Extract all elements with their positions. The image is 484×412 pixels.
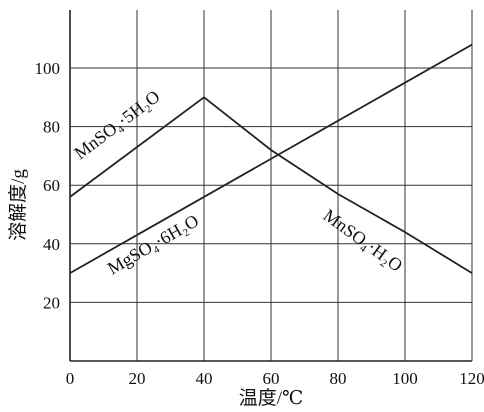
ticks-layer: 20 40 60 80 100 0 20 40 60 80 100 120 (35, 59, 484, 388)
series-layer (69, 43, 473, 274)
x-tick-label: 60 (263, 369, 280, 388)
y-tick-label: 60 (43, 176, 60, 195)
grid-layer (70, 10, 473, 361)
x-tick-label: 120 (459, 369, 484, 388)
x-tick-label: 40 (196, 369, 213, 388)
y-tick-label: 40 (43, 235, 60, 254)
x-tick-label: 0 (66, 369, 75, 388)
axes-layer (69, 10, 472, 362)
series-line-1 (69, 43, 473, 274)
y-tick-label: 20 (43, 293, 60, 312)
x-axis-title: 温度/℃ (239, 387, 304, 409)
x-tick-label: 80 (330, 369, 347, 388)
y-tick-label: 100 (35, 59, 61, 78)
y-tick-label: 80 (43, 118, 60, 137)
series-label-mnso4-h2o: MnSO₄·H₂O (320, 205, 407, 276)
series-line-0 (69, 96, 205, 198)
y-axis-title: 溶解度/g (7, 169, 29, 241)
x-tick-label: 100 (392, 369, 418, 388)
series-line-2 (203, 96, 473, 274)
series-label-mnso4-5h2o: MnSO₄·5H₂O (70, 86, 163, 163)
x-tick-label: 20 (129, 369, 146, 388)
